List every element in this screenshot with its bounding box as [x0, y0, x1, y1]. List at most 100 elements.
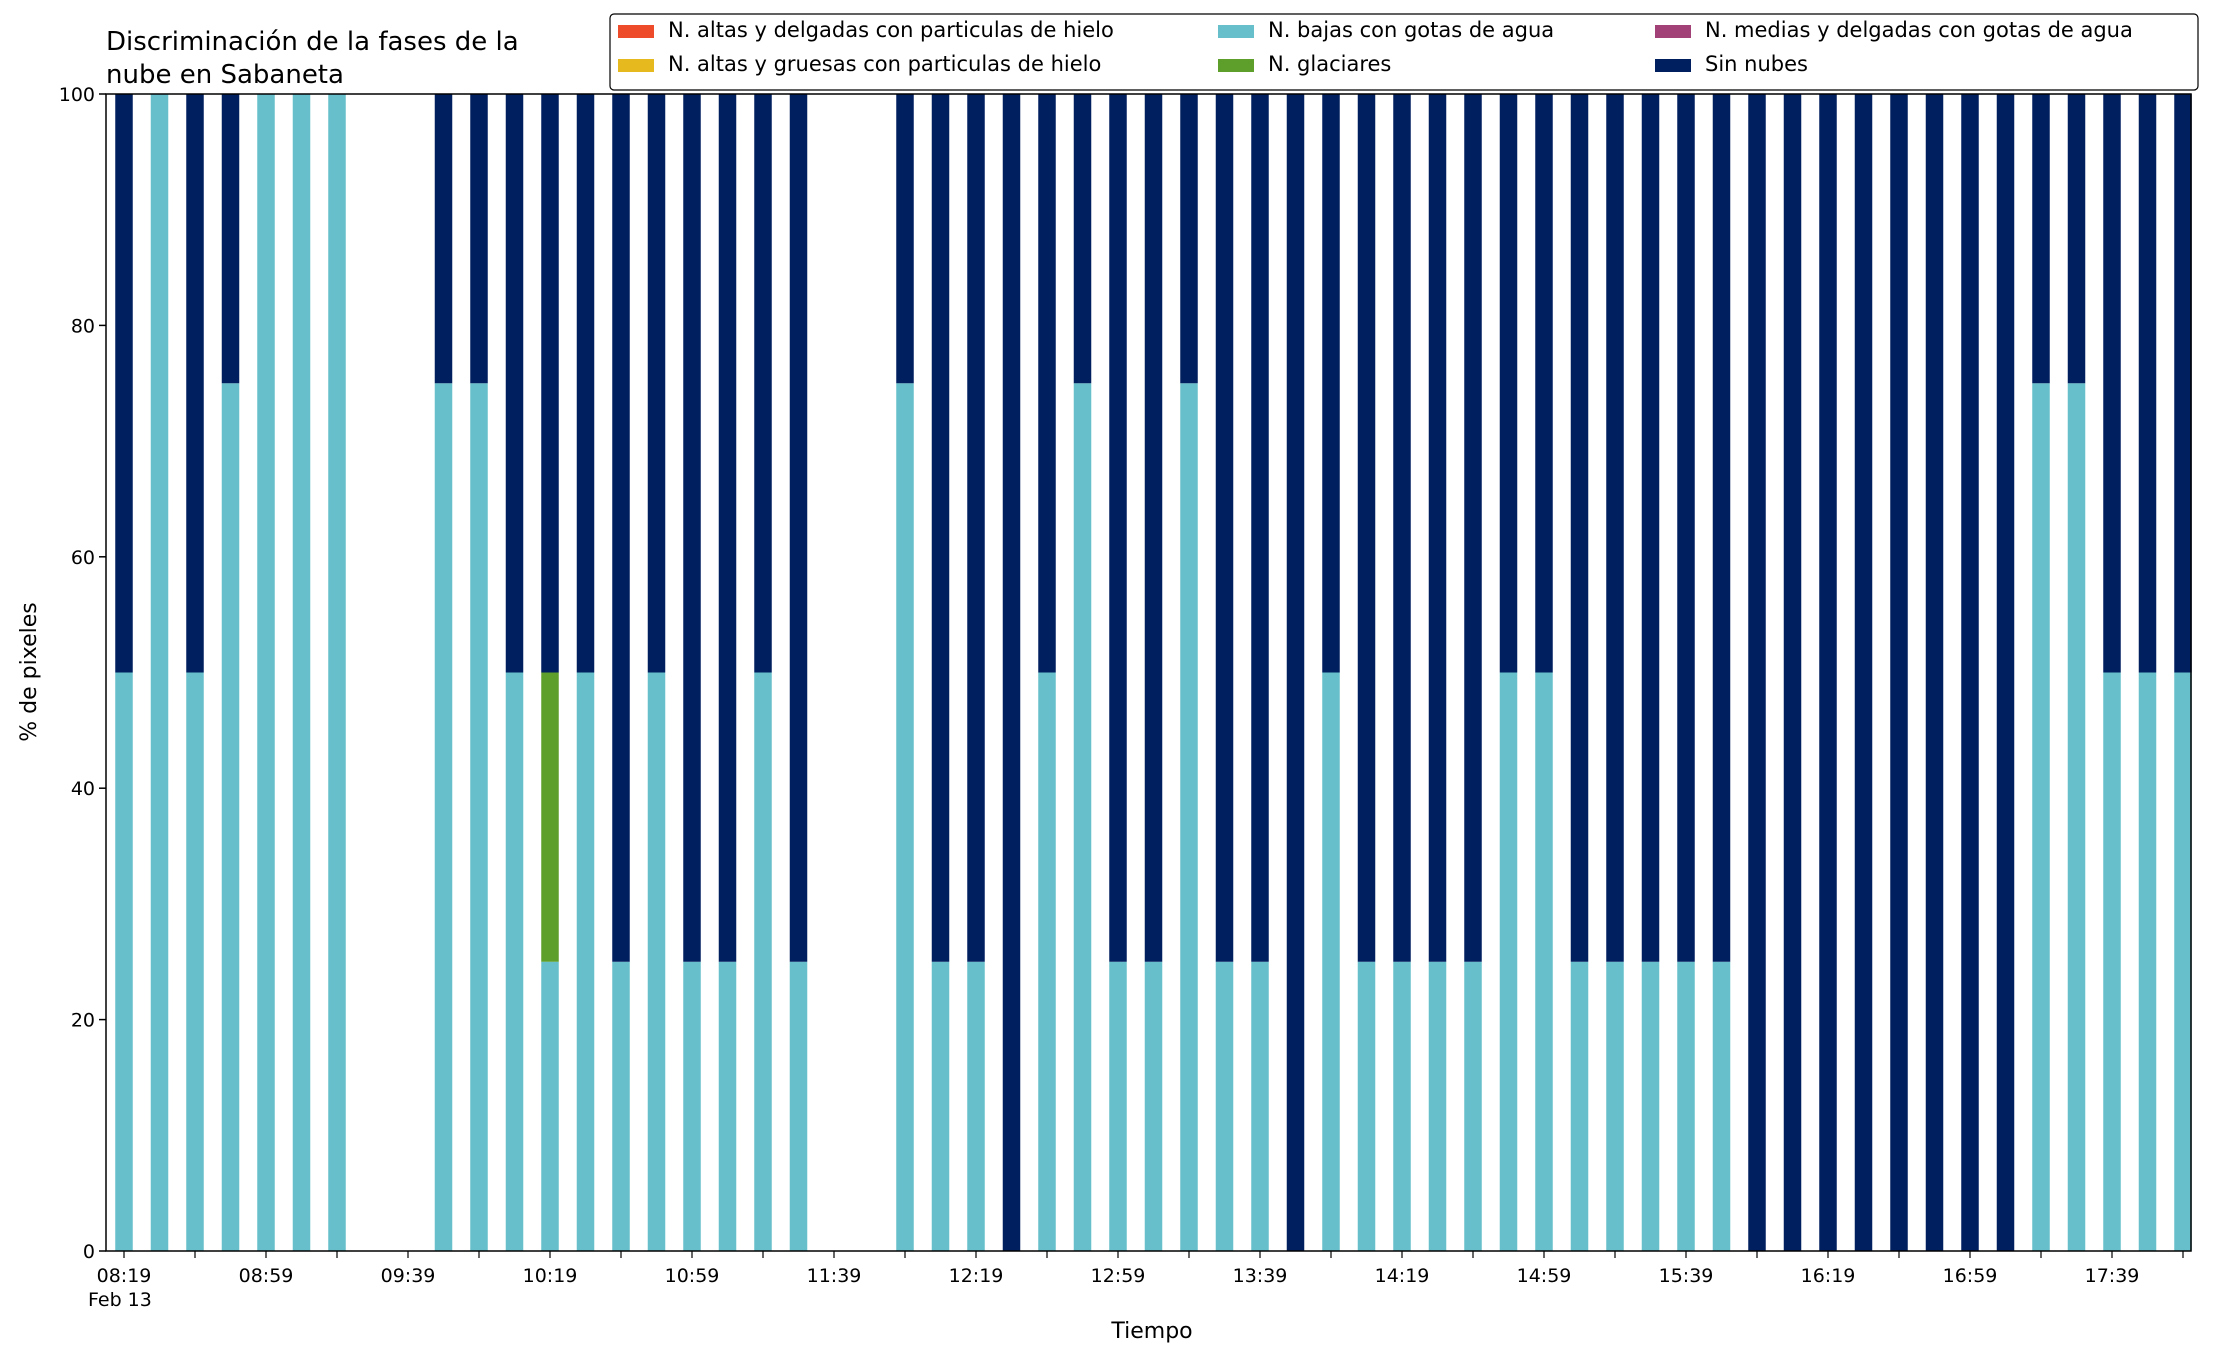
bar-segment-17-series-5	[718, 94, 737, 962]
legend-swatch-4	[1655, 25, 1691, 38]
plot-area-frame	[105, 93, 2192, 1252]
bar-segment-38-series-5	[1464, 94, 1482, 962]
bar-segment-41-series-5	[1570, 94, 1589, 962]
bar-segment-58-series-5	[2174, 94, 2192, 673]
bar-segment-10-series-2	[470, 383, 488, 1251]
bar-segment-18-series-2	[754, 672, 772, 1251]
x-axis-date-label: Feb 13	[88, 1289, 152, 1311]
legend-label-4: N. medias y delgadas con gotas de agua	[1705, 18, 2133, 42]
bar-segment-45-series-5	[1712, 94, 1731, 962]
bar-segment-9-series-2	[434, 383, 453, 1251]
x-tick-label-11: 15:39	[1659, 1265, 1714, 1287]
bar-segment-29-series-5	[1144, 94, 1163, 962]
bar-segment-30-series-5	[1180, 94, 1198, 384]
bar-segment-19-series-5	[789, 94, 808, 962]
x-tick-label-14: 17:39	[2085, 1265, 2140, 1287]
bar-series-group	[115, 94, 2192, 1251]
x-axis: 08:19 08:59 09:39 10:19 10:59 11:39 12:19 12:59…	[97, 1251, 2184, 1287]
legend-label-0: N. altas y delgadas con particulas de hi…	[668, 18, 1114, 42]
bar-segment-52-series-5	[1961, 94, 1979, 1251]
bar-segment-51-series-5	[1925, 94, 1944, 1251]
y-tick-label-0: 0	[83, 1241, 95, 1263]
bar-segment-9-series-5	[434, 94, 453, 384]
bar-segment-26-series-2	[1038, 672, 1056, 1251]
legend-swatch-5	[1655, 59, 1691, 72]
bar-segment-11-series-5	[505, 94, 524, 673]
bar-segment-29-series-2	[1144, 961, 1163, 1251]
x-tick-label-2: 09:39	[381, 1265, 436, 1287]
bar-segment-57-series-2	[2138, 672, 2157, 1251]
x-tick-label-4: 10:59	[665, 1265, 720, 1287]
bar-segment-12-series-2	[541, 961, 559, 1251]
bar-segment-0-series-2	[115, 672, 133, 1251]
bar-segment-45-series-2	[1712, 961, 1731, 1251]
bar-segment-56-series-5	[2103, 94, 2121, 673]
legend-label-1: N. altas y gruesas con particulas de hie…	[668, 52, 1101, 76]
bar-segment-12-series-5	[541, 94, 559, 673]
bar-segment-31-series-2	[1215, 961, 1234, 1251]
bar-segment-18-series-5	[754, 94, 772, 673]
bar-segment-40-series-2	[1535, 672, 1553, 1251]
bar-segment-53-series-5	[1996, 94, 2015, 1251]
bar-segment-48-series-5	[1819, 94, 1837, 1251]
bar-segment-22-series-2	[896, 383, 914, 1251]
bar-segment-50-series-5	[1890, 94, 1908, 1251]
bar-segment-3-series-2	[221, 383, 240, 1251]
y-tick-label-3: 60	[71, 547, 95, 569]
bar-segment-32-series-2	[1251, 961, 1269, 1251]
legend-swatch-1	[618, 59, 654, 72]
bar-segment-2-series-5	[186, 94, 204, 673]
chart-title-line-1: Discriminación de la fases de la	[106, 27, 519, 57]
bar-segment-40-series-5	[1535, 94, 1553, 673]
bar-segment-37-series-2	[1428, 961, 1447, 1251]
bar-segment-6-series-2	[328, 94, 346, 1251]
x-tick-label-9: 14:19	[1375, 1265, 1430, 1287]
legend-label-5: Sin nubes	[1705, 52, 1808, 76]
bar-segment-55-series-5	[2067, 94, 2086, 384]
bar-segment-4-series-2	[257, 94, 275, 1251]
bar-segment-27-series-2	[1073, 383, 1092, 1251]
bar-segment-14-series-5	[612, 94, 630, 962]
bar-segment-58-series-2	[2174, 672, 2192, 1251]
bar-segment-2-series-2	[186, 672, 204, 1251]
bar-segment-56-series-2	[2103, 672, 2121, 1251]
bar-segment-41-series-2	[1570, 961, 1589, 1251]
bar-segment-17-series-2	[718, 961, 737, 1251]
x-tick-label-8: 13:39	[1233, 1265, 1288, 1287]
chart-title: Discriminación de la fases de la nube en…	[106, 27, 519, 90]
bar-segment-35-series-5	[1357, 94, 1376, 962]
bar-segment-16-series-2	[683, 961, 701, 1251]
bar-segment-57-series-5	[2138, 94, 2157, 673]
bar-segment-43-series-2	[1641, 961, 1660, 1251]
bar-segment-3-series-5	[221, 94, 240, 384]
x-axis-label: Tiempo	[1110, 1319, 1192, 1344]
bar-segment-37-series-5	[1428, 94, 1447, 962]
bar-segment-35-series-2	[1357, 961, 1376, 1251]
bar-segment-13-series-2	[576, 672, 595, 1251]
bar-segment-14-series-2	[612, 961, 630, 1251]
bar-segment-26-series-5	[1038, 94, 1056, 673]
bar-segment-30-series-2	[1180, 383, 1198, 1251]
legend-label-2: N. bajas con gotas de agua	[1268, 18, 1554, 42]
bar-segment-44-series-5	[1677, 94, 1695, 962]
legend-swatch-3	[1218, 59, 1254, 72]
y-axis-label: % de pixeles	[17, 602, 42, 741]
bar-segment-16-series-5	[683, 94, 701, 962]
x-tick-label-7: 12:59	[1091, 1265, 1146, 1287]
x-tick-label-6: 12:19	[949, 1265, 1004, 1287]
legend-label-3: N. glaciares	[1268, 52, 1391, 76]
bar-segment-15-series-2	[647, 672, 666, 1251]
bar-segment-36-series-2	[1393, 961, 1411, 1251]
bar-segment-39-series-5	[1499, 94, 1518, 673]
y-tick-label-1: 20	[71, 1010, 95, 1032]
bar-segment-0-series-5	[115, 94, 133, 673]
bar-segment-23-series-5	[931, 94, 950, 962]
bar-segment-13-series-5	[576, 94, 595, 673]
y-tick-label-4: 80	[71, 315, 95, 337]
chart-title-line-2: nube en Sabaneta	[106, 60, 344, 90]
legend: N. altas y delgadas con particulas de hi…	[609, 13, 2199, 91]
bar-segment-46-series-5	[1748, 94, 1766, 1251]
x-tick-label-1: 08:59	[239, 1265, 294, 1287]
bar-segment-32-series-5	[1251, 94, 1269, 962]
